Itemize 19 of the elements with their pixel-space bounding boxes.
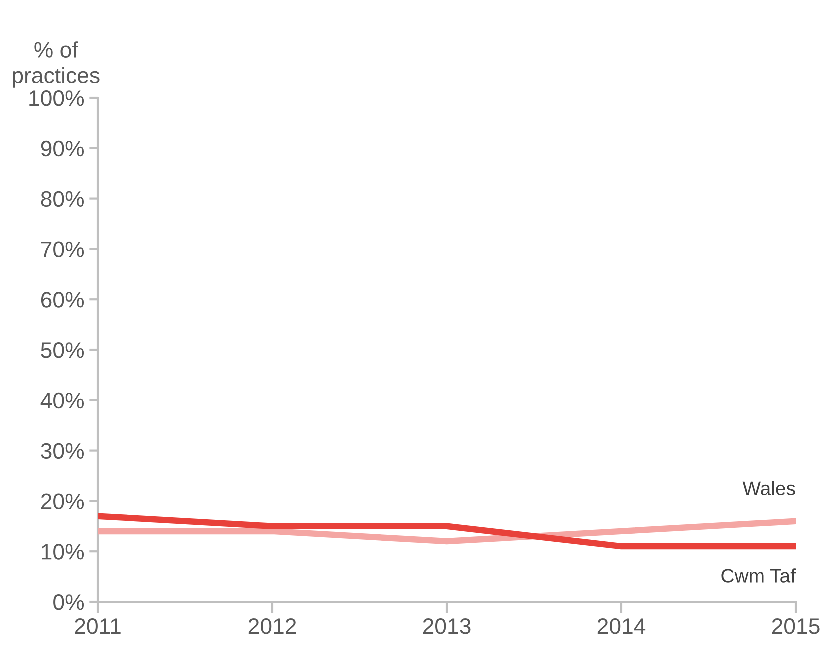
y-tick-label: 100% bbox=[30, 90, 84, 106]
y-tick-label: 0% bbox=[54, 594, 84, 610]
y-tick-label: 40% bbox=[40, 392, 84, 409]
y-tick-label: 80% bbox=[41, 191, 84, 208]
y-tick-label: 70% bbox=[41, 242, 84, 258]
y-tick-label: 50% bbox=[41, 342, 84, 358]
x-tick-label: 2015 bbox=[772, 618, 820, 634]
y-tick-label: 30% bbox=[41, 443, 84, 460]
y-tick-label: 90% bbox=[41, 140, 84, 157]
y-tick-label: 20% bbox=[41, 494, 84, 510]
y-tick-label: 10% bbox=[42, 544, 84, 560]
x-tick-label: 2013 bbox=[423, 618, 471, 634]
series-label: Cwm Taf bbox=[722, 568, 796, 583]
x-tick-label: 2014 bbox=[598, 618, 646, 634]
series-label: Wales bbox=[742, 481, 796, 496]
x-tick-label: 2012 bbox=[248, 618, 296, 634]
y-axis-title: % of practices bbox=[13, 42, 100, 88]
x-tick-label: 2011 bbox=[75, 618, 121, 634]
y-tick-label: 60% bbox=[41, 292, 84, 308]
